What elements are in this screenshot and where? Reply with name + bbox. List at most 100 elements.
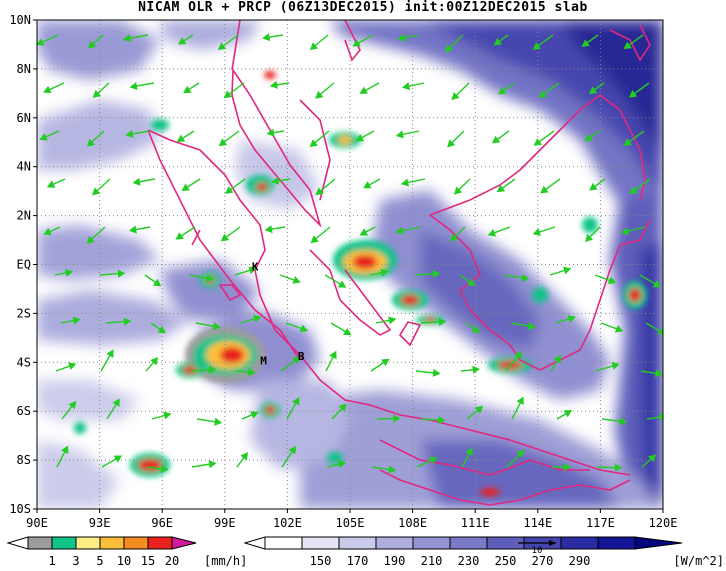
wind-arrow (421, 415, 446, 425)
wind-arrow (594, 274, 617, 285)
longitude-ticks: 90E 93E 96E 99E 102E 105E 108E 111E 114E 117E 120E (26, 509, 677, 530)
wind-arrow (271, 176, 291, 185)
wind-arrow (496, 178, 516, 193)
wind-arrow (487, 226, 511, 237)
wind-arrow (397, 33, 419, 42)
wind-arrow (86, 226, 106, 244)
wind-arrow (279, 274, 301, 284)
wind-arrow (285, 322, 309, 333)
lon-tick-label: 96E (151, 516, 173, 530)
colorbar-swatch (412, 536, 451, 550)
wind-arrow (236, 452, 249, 468)
lat-tick-label: 8N (17, 62, 31, 76)
wind-arrow (315, 82, 335, 99)
colorbar-swatch (264, 536, 303, 550)
lon-tick-label: 114E (523, 516, 552, 530)
wind-arrow (264, 225, 286, 234)
wind-arrow (145, 357, 159, 372)
map-plot-area: K M B (37, 20, 663, 509)
wind-arrow (280, 356, 301, 372)
wind-arrow (451, 82, 470, 101)
colorbar-label: 150 (310, 554, 332, 568)
wind-arrow (510, 321, 536, 330)
wind-arrow (181, 178, 201, 191)
latitude-ticks: 10N 8N 6N 4N 2N EQ 2S 4S 6S 8S 10S (9, 13, 37, 516)
lat-tick-label: 2S (17, 306, 31, 320)
wind-arrow (61, 400, 77, 420)
colorbar-left-arrow (243, 536, 266, 550)
lat-tick-label: 8S (17, 453, 31, 467)
colorbar-swatch (99, 536, 125, 550)
wind-arrow (498, 82, 515, 95)
olr-colorbar: 150 170 190 210 230 250 270 290 [W/m^2] 10 (243, 536, 724, 568)
wind-arrow (600, 322, 624, 333)
wind-arrow (286, 397, 300, 420)
wind-arrow (129, 82, 155, 91)
wind-arrow (581, 34, 599, 48)
wind-arrow (465, 322, 481, 334)
wind-arrow (281, 445, 297, 468)
wind-arrow (175, 226, 196, 240)
wind-arrow (645, 322, 663, 335)
wind-arrow (453, 178, 471, 195)
colorbar-label: 20 (165, 554, 179, 568)
wind-arrow (43, 226, 61, 236)
olr-shading (37, 20, 663, 509)
wind-arrow (266, 128, 285, 137)
colorbar-swatch (123, 536, 149, 550)
wind-arrow (395, 130, 420, 139)
wind-arrow (315, 178, 336, 196)
wind-arrow (86, 130, 105, 147)
wind-arrow (128, 225, 151, 234)
wind-arrow (234, 266, 257, 276)
wind-arrow (217, 34, 239, 51)
reference-vector-label: 10 (532, 546, 543, 556)
wind-arrow (555, 315, 576, 324)
wind-arrow (639, 274, 662, 288)
wind-arrow (176, 130, 195, 143)
wind-arrow (369, 268, 389, 277)
precip-colorbar: 1 3 5 10 15 20 [mm/h] (6, 536, 247, 568)
wind-arrow (504, 273, 530, 282)
wind-arrow (330, 322, 352, 336)
colorbar-swatch (375, 536, 414, 550)
wind-arrow (584, 226, 601, 242)
lon-tick-label: 102E (273, 516, 302, 530)
colorbar-swatch (171, 536, 197, 550)
place-label: K (252, 261, 259, 274)
colorbar-label: 3 (72, 554, 79, 568)
wind-arrow (371, 465, 397, 474)
wind-arrow (640, 369, 663, 378)
wind-arrow (220, 226, 241, 242)
lon-tick-label: 99E (214, 516, 236, 530)
wind-arrow (190, 365, 217, 374)
map-title: NICAM OLR + PRCP (06Z13DEC2015) init:00Z… (138, 0, 588, 15)
wind-arrow (450, 226, 466, 242)
colorbar-swatch (338, 536, 377, 550)
wind-arrow (39, 130, 60, 141)
wind-arrow (623, 130, 645, 146)
wind-arrow (589, 178, 606, 191)
wind-arrow (309, 34, 329, 51)
colorbar-label: 230 (458, 554, 480, 568)
wind-arrow (629, 178, 651, 194)
wind-arrow (623, 34, 644, 50)
wind-arrow (460, 365, 481, 374)
wind-arrow (359, 82, 380, 94)
lat-tick-label: 6S (17, 404, 31, 418)
wind-arrow (466, 405, 484, 420)
wind-arrow (235, 368, 256, 377)
lon-tick-label: 117E (586, 516, 615, 530)
wind-arrow (241, 411, 259, 420)
wind-arrow (511, 396, 524, 420)
wind-arrow (269, 80, 290, 89)
wind-arrow (183, 82, 200, 94)
lon-tick-label: 90E (26, 516, 48, 530)
wind-arrow (461, 447, 473, 468)
lon-tick-label: 108E (398, 516, 427, 530)
colorbar-label: 1 (48, 554, 55, 568)
wind-arrow (400, 178, 426, 187)
lat-tick-label: 4N (17, 160, 31, 174)
wind-arrow (191, 460, 217, 469)
